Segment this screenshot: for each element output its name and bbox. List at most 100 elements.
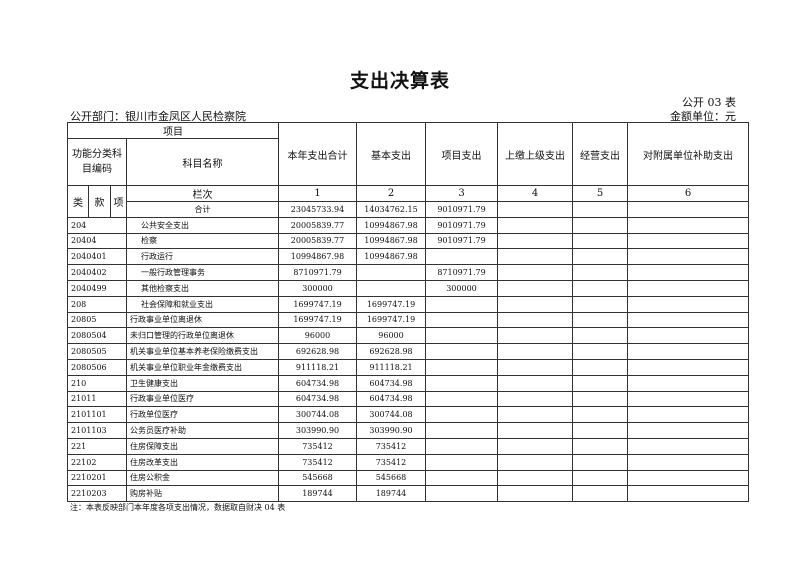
table-row: 2101103 公务员医疗补助 303990.90 303990.90 xyxy=(67,422,749,439)
subject-name: 公共安全支出 xyxy=(126,216,279,234)
amount-cell xyxy=(425,295,498,313)
subject-name: 住房公积金 xyxy=(126,469,279,487)
amount-cell xyxy=(627,453,749,471)
amount-cell: 604734.98 xyxy=(356,390,426,408)
amount-cell xyxy=(425,374,498,392)
header-subject-name: 科目名称 xyxy=(126,138,279,186)
subject-name: 机关事业单位基本养老保险缴费支出 xyxy=(126,343,279,360)
amount-cell xyxy=(497,374,573,392)
amount-cell xyxy=(497,216,573,234)
amount-cell xyxy=(627,343,749,360)
amount-cell xyxy=(572,264,628,281)
amount-cell xyxy=(425,406,498,424)
form-number: 公开 03 表 xyxy=(682,96,736,109)
amount-cell xyxy=(627,437,749,455)
total-value: 14034762.15 xyxy=(356,201,426,218)
subject-name: 住房改革支出 xyxy=(126,453,279,471)
table-row: 21011 行政事业单位医疗 604734.98 604734.98 xyxy=(67,390,749,408)
amount-cell xyxy=(425,422,498,439)
table-row: 2210203 购房补贴 189744 189744 xyxy=(67,485,749,503)
amount-cell xyxy=(572,343,628,360)
total-value xyxy=(627,201,749,218)
amount-cell xyxy=(497,248,573,266)
amount-cell xyxy=(425,327,498,345)
subject-name: 行政事业单位医疗 xyxy=(126,390,279,408)
amount-cell xyxy=(572,469,628,487)
total-value: 9010971.79 xyxy=(425,201,498,218)
row-no: 1 xyxy=(278,185,357,202)
subject-code: 2040402 xyxy=(67,264,127,281)
amount-cell xyxy=(497,453,573,471)
subject-name: 社会保障和就业支出 xyxy=(126,295,279,313)
subject-name: 未归口管理的行政单位离退休 xyxy=(126,327,279,345)
amount-cell: 1699747.19 xyxy=(278,311,357,329)
amount-cell: 96000 xyxy=(278,327,357,345)
amount-cell xyxy=(356,279,426,297)
amount-cell xyxy=(627,232,749,250)
subject-code: 2040499 xyxy=(67,279,127,297)
subject-code: 2101103 xyxy=(67,422,127,439)
amount-cell: 96000 xyxy=(356,327,426,345)
amount-cell xyxy=(497,406,573,424)
table-row: 208 社会保障和就业支出 1699747.19 1699747.19 xyxy=(67,295,749,313)
subject-name: 机关事业单位职业年金缴费支出 xyxy=(126,358,279,376)
amount-cell: 300000 xyxy=(278,279,357,297)
amount-cell: 735412 xyxy=(356,437,426,455)
header-lei: 类 xyxy=(67,185,89,218)
amount-cell: 189744 xyxy=(278,485,357,503)
subject-code: 2210203 xyxy=(67,485,127,503)
amount-cell xyxy=(425,343,498,360)
subject-code: 2210201 xyxy=(67,469,127,487)
row-no: 2 xyxy=(356,185,426,202)
amount-cell: 604734.98 xyxy=(278,374,357,392)
amount-cell: 692628.98 xyxy=(278,343,357,360)
total-value xyxy=(497,201,573,218)
amount-cell xyxy=(497,279,573,297)
amount-cell xyxy=(627,358,749,376)
department: 公开部门：银川市金凤区人民检察院 xyxy=(70,110,246,123)
amount-cell xyxy=(497,437,573,455)
total-value: 23045733.94 xyxy=(278,201,357,218)
amount-cell: 300000 xyxy=(425,279,498,297)
amount-cell xyxy=(627,327,749,345)
total-value xyxy=(572,201,628,218)
amount-cell: 20005839.77 xyxy=(278,216,357,234)
amount-cell xyxy=(627,248,749,266)
subject-name: 其他检察支出 xyxy=(126,279,279,297)
amount-cell: 189744 xyxy=(356,485,426,503)
amount-cell xyxy=(572,248,628,266)
amount-cell xyxy=(425,485,498,503)
amount-cell xyxy=(572,216,628,234)
amount-cell: 692628.98 xyxy=(356,343,426,360)
amount-cell xyxy=(627,279,749,297)
expenditure-table: 项目 本年支出合计 基本支出 项目支出 上缴上级支出 经营支出 对附属单位补助支… xyxy=(67,122,749,503)
page-title: 支出决算表 xyxy=(349,70,450,92)
amount-cell xyxy=(497,390,573,408)
amount-cell xyxy=(572,232,628,250)
amount-cell: 300744.08 xyxy=(356,406,426,424)
subject-code: 2101101 xyxy=(67,406,127,424)
amount-cell xyxy=(497,232,573,250)
subject-name: 购房补贴 xyxy=(126,485,279,503)
amount-cell: 735412 xyxy=(356,453,426,471)
amount-cell: 545668 xyxy=(278,469,357,487)
amount-cell xyxy=(572,422,628,439)
table-row: 221 住房保障支出 735412 735412 xyxy=(67,437,749,455)
amount-cell xyxy=(572,295,628,313)
subject-name: 公务员医疗补助 xyxy=(126,422,279,439)
amount-cell: 604734.98 xyxy=(278,390,357,408)
amount-cell xyxy=(497,422,573,439)
table-row: 2101101 行政单位医疗 300744.08 300744.08 xyxy=(67,406,749,424)
table-row: 210 卫生健康支出 604734.98 604734.98 xyxy=(67,374,749,392)
row-no: 5 xyxy=(572,185,628,202)
amount-cell: 735412 xyxy=(278,453,357,471)
amount-cell: 1699747.19 xyxy=(278,295,357,313)
amount-cell xyxy=(627,485,749,503)
amount-cell xyxy=(627,216,749,234)
subject-code: 2080506 xyxy=(67,358,127,376)
table-row: 2040499 其他检察支出 300000 300000 xyxy=(67,279,749,297)
header-col-3: 项目支出 xyxy=(425,122,498,186)
table-row: 2080506 机关事业单位职业年金缴费支出 911118.21 911118.21 xyxy=(67,358,749,376)
amount-cell xyxy=(627,406,749,424)
header-col-1: 本年支出合计 xyxy=(278,122,357,186)
